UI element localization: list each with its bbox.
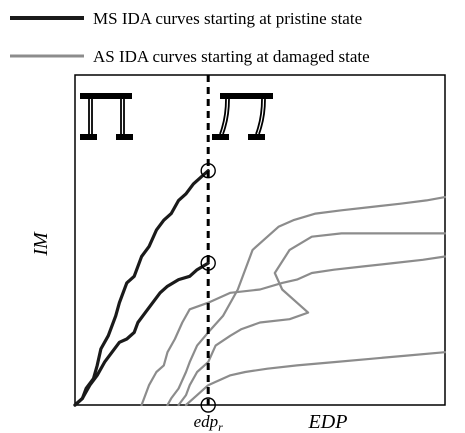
as-ida-curve-4 xyxy=(177,232,447,407)
marker-layer xyxy=(200,162,216,413)
y-axis-label: IM xyxy=(30,231,52,257)
x-axis-label: EDP xyxy=(308,411,348,433)
intersection-marker-3 xyxy=(200,397,216,413)
ms-ida-curve-2 xyxy=(73,261,210,407)
plot-frame xyxy=(74,74,446,406)
damaged-frame-icon xyxy=(212,93,273,140)
x-tick-label-main: edp xyxy=(194,412,219,431)
as-ida-curve-3 xyxy=(166,196,447,407)
x-tick-label-subscript: r xyxy=(218,420,223,433)
legend: MS IDA curves starting at pristine state… xyxy=(10,9,370,66)
ms-ida-curve-1 xyxy=(73,169,210,407)
intersection-marker-1 xyxy=(200,162,216,179)
legend-ms-label: MS IDA curves starting at pristine state xyxy=(93,9,362,28)
as-ida-curve-6 xyxy=(184,351,447,407)
intersection-marker-2 xyxy=(200,255,216,271)
as-ida-curve-5 xyxy=(140,255,447,407)
x-tick-label-edp-r: edpr xyxy=(194,412,224,433)
series-layer xyxy=(73,169,447,407)
legend-as-label: AS IDA curves starting at damaged state xyxy=(93,47,370,66)
undamaged-frame-icon xyxy=(80,93,133,140)
